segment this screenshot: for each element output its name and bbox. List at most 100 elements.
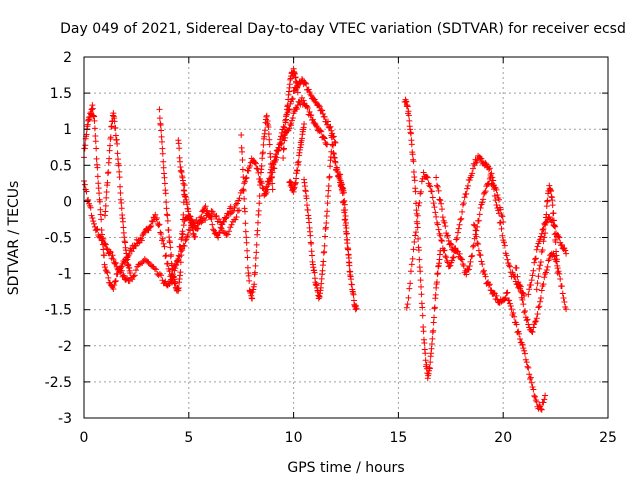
data-point: [464, 185, 471, 192]
data-point: [179, 228, 186, 235]
data-point: [563, 306, 570, 313]
data-point: [254, 219, 261, 226]
data-point: [320, 258, 327, 265]
data-point: [94, 226, 101, 233]
data-point: [543, 267, 550, 274]
data-point: [240, 174, 247, 181]
series-track-i: [286, 120, 308, 195]
data-point: [542, 230, 549, 237]
data-point: [178, 245, 185, 252]
data-point: [411, 177, 418, 184]
data-point: [320, 134, 327, 141]
data-point: [93, 145, 100, 152]
data-point: [87, 204, 94, 211]
data-point: [148, 217, 155, 224]
data-point: [118, 200, 125, 207]
data-point: [475, 217, 482, 224]
data-point: [410, 246, 417, 253]
data-point: [89, 214, 96, 221]
data-point: [503, 290, 510, 297]
data-point: [516, 330, 523, 337]
data-point: [490, 182, 497, 189]
data-point: [449, 254, 456, 261]
data-point: [525, 291, 532, 298]
data-point: [224, 231, 231, 238]
data-point: [406, 285, 413, 292]
data-point: [540, 399, 547, 406]
data-point: [504, 256, 511, 263]
data-point: [239, 157, 246, 164]
data-point: [488, 170, 495, 177]
data-point: [91, 220, 98, 227]
data-point: [343, 230, 350, 237]
data-point: [265, 123, 272, 130]
data-point: [263, 112, 270, 119]
data-point: [464, 182, 471, 189]
data-point: [527, 375, 534, 382]
data-point: [540, 238, 547, 245]
data-point: [280, 123, 287, 130]
data-point: [549, 197, 556, 204]
data-point: [180, 180, 187, 187]
data-point: [122, 239, 129, 246]
data-point: [437, 232, 444, 239]
data-point: [327, 123, 334, 130]
data-point: [482, 188, 489, 195]
data-point: [444, 232, 451, 239]
data-point: [120, 224, 127, 231]
data-point: [403, 304, 410, 311]
data-point: [324, 200, 331, 207]
data-point: [106, 147, 113, 154]
data-point: [455, 225, 462, 232]
data-point: [431, 204, 438, 211]
data-point: [181, 182, 188, 189]
data-point: [408, 141, 415, 148]
data-point: [463, 271, 470, 278]
y-axis-label: SDTVAR / TECUs: [6, 181, 22, 296]
data-point: [240, 187, 247, 194]
data-point: [151, 265, 158, 272]
data-point: [547, 188, 554, 195]
data-point: [541, 274, 548, 281]
data-point: [259, 149, 266, 156]
data-point: [407, 268, 414, 275]
data-point: [111, 281, 118, 288]
data-point: [426, 365, 433, 372]
data-point: [549, 202, 556, 209]
data-point: [180, 211, 187, 218]
data-point: [418, 291, 425, 298]
data-point: [474, 223, 481, 230]
data-point: [160, 158, 167, 165]
data-point: [474, 240, 481, 247]
data-point: [486, 165, 493, 172]
series-track-b: [81, 177, 243, 289]
data-point: [420, 328, 427, 335]
data-point: [309, 116, 316, 123]
data-point: [312, 98, 319, 105]
data-point: [90, 218, 97, 225]
data-point: [414, 212, 421, 219]
data-point: [521, 347, 528, 354]
data-point: [342, 212, 349, 219]
data-point: [416, 256, 423, 263]
data-point: [411, 238, 418, 245]
data-point: [481, 189, 488, 196]
data-point: [499, 232, 506, 239]
data-point: [163, 199, 170, 206]
data-point: [253, 165, 260, 172]
data-point: [239, 148, 246, 155]
data-point: [271, 165, 278, 172]
data-point: [167, 244, 174, 251]
data-point: [504, 289, 511, 296]
data-point: [528, 328, 535, 335]
data-point: [551, 222, 558, 229]
data-point: [232, 216, 239, 223]
data-point: [262, 187, 269, 194]
data-point: [82, 142, 89, 149]
data-point: [293, 79, 300, 86]
data-point: [538, 230, 545, 237]
data-point: [162, 253, 169, 260]
data-point: [215, 230, 222, 237]
series-track-l: [336, 171, 360, 313]
data-point: [486, 281, 493, 288]
